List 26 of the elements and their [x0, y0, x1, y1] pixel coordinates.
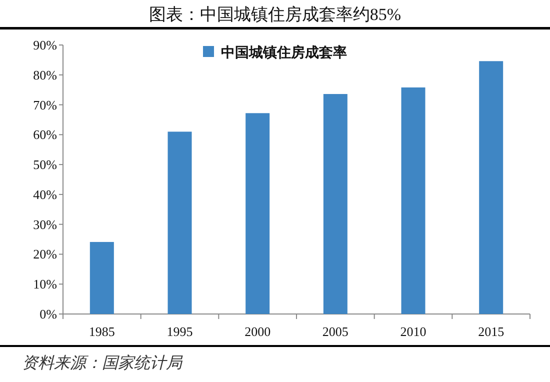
y-tick-label: 70% — [33, 97, 58, 112]
x-tick-label: 1995 — [166, 324, 193, 339]
y-tick-label: 30% — [33, 216, 58, 232]
x-tick-label: 2005 — [322, 324, 348, 339]
bar — [479, 61, 504, 314]
y-tick-label: 80% — [33, 67, 58, 82]
y-tick-label: 0% — [40, 306, 58, 322]
bar — [401, 87, 426, 314]
bar — [168, 132, 192, 314]
y-tick-label: 90% — [33, 38, 58, 52]
bar — [323, 94, 348, 314]
legend-label: 中国城镇住房成套率 — [221, 44, 347, 61]
x-tick-label: 2015 — [478, 324, 504, 339]
x-tick-label: 2000 — [244, 324, 271, 339]
y-tick-label: 10% — [33, 276, 58, 292]
y-tick-label: 60% — [33, 127, 58, 142]
bar — [90, 242, 114, 314]
legend: 中国城镇住房成套率 — [203, 46, 347, 61]
y-tick-label: 40% — [33, 186, 58, 202]
y-tick-label: 20% — [33, 246, 58, 262]
x-tick-label: 2010 — [400, 324, 426, 339]
text: 资料来源：国家统计局 — [22, 354, 183, 372]
bar — [246, 113, 270, 314]
y-tick-label: 50% — [33, 157, 58, 172]
chart-title: 图表：中国城镇住房成套率约85% — [148, 5, 402, 24]
x-tick-label: 1985 — [88, 324, 115, 339]
